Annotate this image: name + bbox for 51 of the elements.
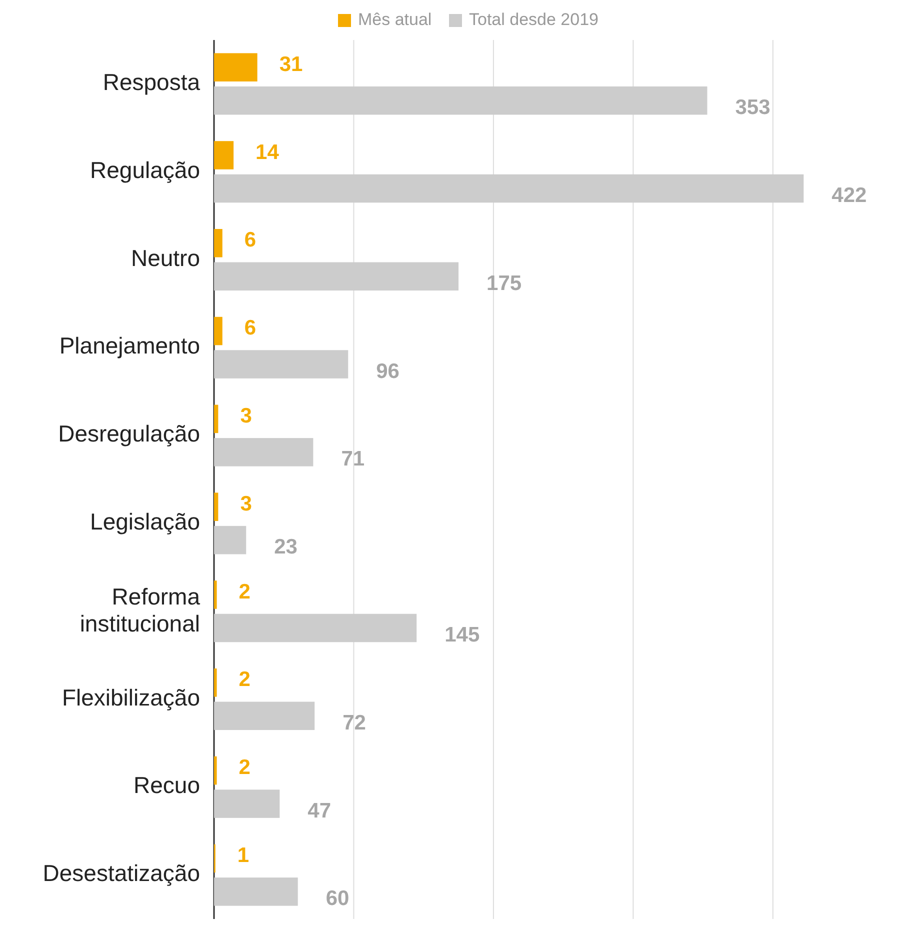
data-label: 6 bbox=[244, 228, 256, 252]
bar bbox=[214, 580, 217, 609]
bar bbox=[214, 316, 222, 346]
y-tick-label: Neutro bbox=[130, 244, 200, 271]
data-label: 422 bbox=[832, 184, 867, 208]
bar bbox=[214, 86, 708, 115]
data-label: 47 bbox=[308, 799, 332, 822]
y-tick-label: Legislação bbox=[90, 508, 200, 535]
data-label: 96 bbox=[376, 360, 400, 383]
data-label: 1 bbox=[237, 844, 250, 867]
bar bbox=[214, 614, 417, 642]
y-tick-label: Desregulação bbox=[58, 420, 200, 447]
bar bbox=[214, 262, 459, 291]
data-label: 6 bbox=[244, 316, 256, 340]
y-tick-label: Regulação bbox=[90, 156, 200, 183]
legend-label: Mês atual bbox=[358, 10, 432, 29]
data-label: 3 bbox=[240, 492, 252, 516]
data-label: 60 bbox=[326, 887, 350, 910]
legend-label: Total desde 2019 bbox=[469, 10, 598, 29]
bar bbox=[214, 878, 298, 906]
bar bbox=[214, 404, 218, 434]
data-label: 14 bbox=[256, 140, 280, 164]
bar bbox=[214, 174, 804, 203]
data-label: 2 bbox=[238, 580, 250, 604]
y-tick-label: Planejamento bbox=[59, 332, 200, 359]
data-label: 71 bbox=[341, 448, 365, 471]
y-tick-label: Recuo bbox=[134, 772, 200, 798]
bar bbox=[214, 526, 246, 554]
data-label: 145 bbox=[444, 624, 480, 647]
data-label: 175 bbox=[486, 272, 522, 295]
data-label: 72 bbox=[342, 711, 366, 734]
bar bbox=[214, 702, 315, 730]
y-tick-label: Flexibilização bbox=[62, 684, 200, 710]
bar bbox=[214, 438, 314, 466]
data-label: 353 bbox=[735, 96, 770, 120]
data-label: 3 bbox=[240, 404, 252, 428]
y-tick-label: Desestatização bbox=[42, 860, 200, 886]
bar bbox=[214, 141, 234, 170]
bar bbox=[214, 790, 280, 818]
y-tick-label: Reforma institucional bbox=[80, 583, 200, 636]
bar bbox=[214, 668, 217, 697]
bar bbox=[214, 756, 217, 785]
y-tick-label: Resposta bbox=[102, 69, 200, 96]
bar bbox=[214, 492, 218, 521]
bar bbox=[214, 350, 348, 378]
bar bbox=[214, 228, 222, 258]
data-label: 2 bbox=[238, 668, 250, 692]
bar bbox=[214, 53, 258, 82]
data-label: 2 bbox=[238, 756, 250, 780]
data-label: 23 bbox=[274, 536, 298, 559]
data-label: 31 bbox=[279, 52, 303, 76]
